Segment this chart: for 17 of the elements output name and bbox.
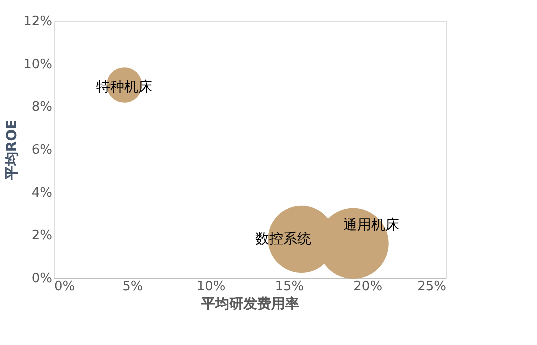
y-tick-label: 10% <box>24 57 52 72</box>
x-tick-label: 20% <box>354 280 383 294</box>
annotation: 特种机床 <box>96 79 153 96</box>
x-axis-title: 平均研发费用率 <box>200 296 300 312</box>
annotation: 数控系统 <box>256 231 312 248</box>
x-tick-label: 25% <box>418 280 446 294</box>
y-tick-label: 8% <box>32 100 52 116</box>
y-tick-label: 4% <box>32 186 52 201</box>
y-tick-label: 6% <box>32 143 52 158</box>
x-tick-label: 15% <box>275 280 304 294</box>
y-tick-label: 12% <box>24 14 52 30</box>
y-tick-label: 2% <box>32 228 52 244</box>
x-tick-label: 5% <box>122 280 144 294</box>
x-tick-label: 0% <box>54 280 76 294</box>
y-axis-title: 平均ROE <box>4 120 21 182</box>
x-tick-label: 10% <box>196 280 226 294</box>
annotation: 通用机床 <box>343 218 400 234</box>
